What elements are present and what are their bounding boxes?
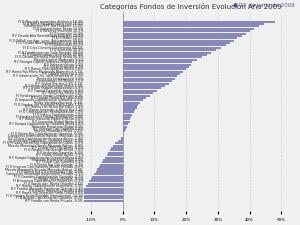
Bar bbox=[115, 142, 122, 144]
Bar bbox=[122, 87, 160, 89]
Bar bbox=[108, 152, 122, 154]
Bar bbox=[122, 114, 132, 116]
Bar bbox=[102, 161, 122, 163]
Bar bbox=[122, 30, 250, 32]
Bar bbox=[122, 45, 226, 47]
Bar bbox=[122, 111, 134, 113]
Bar bbox=[122, 128, 126, 130]
Bar bbox=[122, 40, 234, 42]
Bar bbox=[122, 109, 135, 111]
Bar bbox=[103, 159, 122, 161]
Bar bbox=[113, 145, 122, 147]
Bar bbox=[110, 149, 122, 151]
Bar bbox=[100, 164, 122, 166]
Bar bbox=[122, 90, 157, 92]
Bar bbox=[122, 118, 130, 120]
Bar bbox=[122, 49, 216, 51]
Bar bbox=[122, 85, 165, 87]
Bar bbox=[91, 178, 122, 180]
Bar bbox=[122, 94, 149, 97]
Bar bbox=[122, 83, 169, 85]
Bar bbox=[122, 28, 254, 30]
Bar bbox=[84, 188, 122, 190]
Bar bbox=[122, 99, 143, 101]
Bar bbox=[122, 23, 264, 25]
Bar bbox=[99, 166, 122, 168]
Bar bbox=[89, 180, 122, 182]
Bar bbox=[122, 102, 140, 104]
Bar bbox=[107, 154, 122, 156]
Bar bbox=[111, 147, 122, 149]
Bar bbox=[88, 183, 122, 185]
Bar bbox=[122, 135, 123, 137]
Bar bbox=[122, 130, 125, 132]
Bar bbox=[122, 33, 246, 35]
Bar bbox=[122, 106, 137, 108]
Bar bbox=[122, 80, 172, 82]
Text: ● 23 de junio de 2009: ● 23 de junio de 2009 bbox=[233, 2, 295, 8]
Bar bbox=[83, 190, 122, 192]
Bar bbox=[122, 52, 212, 54]
Bar bbox=[121, 137, 122, 140]
Bar bbox=[122, 21, 275, 23]
Bar bbox=[94, 173, 122, 175]
Bar bbox=[122, 68, 186, 70]
Bar bbox=[122, 121, 130, 123]
Bar bbox=[122, 104, 138, 106]
Bar bbox=[122, 92, 153, 94]
Bar bbox=[92, 176, 122, 178]
Bar bbox=[122, 66, 189, 68]
Bar bbox=[118, 140, 122, 142]
Bar bbox=[122, 35, 242, 37]
Bar bbox=[122, 54, 207, 56]
Bar bbox=[122, 123, 128, 125]
Bar bbox=[122, 133, 124, 135]
Bar bbox=[105, 157, 122, 159]
Bar bbox=[122, 97, 146, 99]
Bar bbox=[122, 75, 176, 77]
Bar bbox=[122, 59, 197, 61]
Bar bbox=[81, 192, 122, 194]
Bar bbox=[122, 126, 127, 128]
Bar bbox=[122, 25, 259, 27]
Bar bbox=[122, 42, 230, 44]
Bar bbox=[122, 47, 221, 49]
Bar bbox=[122, 116, 131, 118]
Bar bbox=[78, 195, 122, 197]
Bar bbox=[97, 169, 122, 171]
Bar bbox=[65, 200, 122, 202]
Bar bbox=[122, 61, 192, 63]
Title: Categorías Fondos de Inversión Evolución Año 2009: Categorías Fondos de Inversión Evolución… bbox=[100, 3, 282, 10]
Bar bbox=[122, 37, 237, 39]
Bar bbox=[95, 171, 122, 173]
Bar bbox=[86, 185, 122, 187]
Bar bbox=[122, 73, 180, 75]
Bar bbox=[72, 197, 122, 199]
Bar bbox=[122, 78, 175, 80]
Bar bbox=[122, 71, 183, 73]
Bar bbox=[122, 63, 191, 65]
Bar bbox=[122, 56, 202, 58]
